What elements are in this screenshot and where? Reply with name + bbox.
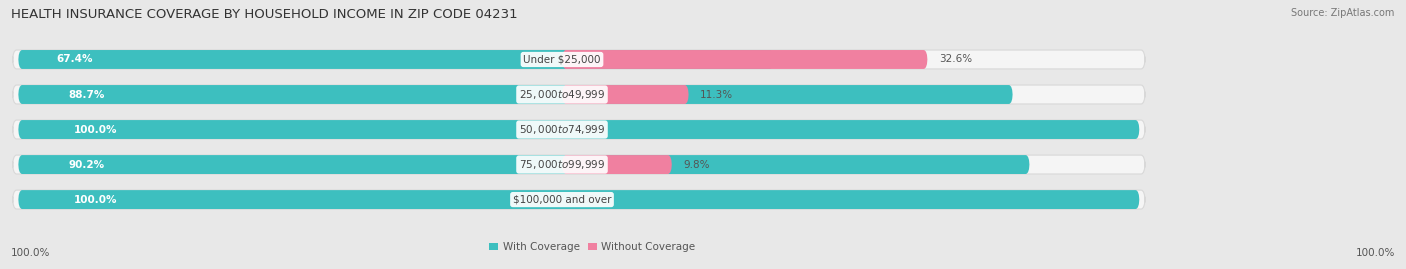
Text: 67.4%: 67.4% (56, 55, 93, 65)
Text: 11.3%: 11.3% (700, 90, 733, 100)
Text: 0.0%: 0.0% (574, 125, 599, 134)
Text: $50,000 to $74,999: $50,000 to $74,999 (519, 123, 605, 136)
Text: Source: ZipAtlas.com: Source: ZipAtlas.com (1291, 8, 1395, 18)
Text: Under $25,000: Under $25,000 (523, 55, 600, 65)
Text: 100.0%: 100.0% (11, 248, 51, 258)
Text: $75,000 to $99,999: $75,000 to $99,999 (519, 158, 605, 171)
Text: 9.8%: 9.8% (683, 160, 710, 169)
FancyBboxPatch shape (18, 85, 1012, 104)
FancyBboxPatch shape (562, 50, 928, 69)
FancyBboxPatch shape (13, 190, 1144, 209)
Text: 100.0%: 100.0% (75, 125, 118, 134)
Text: $100,000 and over: $100,000 and over (513, 194, 612, 204)
FancyBboxPatch shape (13, 85, 1144, 104)
Text: HEALTH INSURANCE COVERAGE BY HOUSEHOLD INCOME IN ZIP CODE 04231: HEALTH INSURANCE COVERAGE BY HOUSEHOLD I… (11, 8, 517, 21)
FancyBboxPatch shape (18, 190, 1139, 209)
FancyBboxPatch shape (18, 50, 773, 69)
FancyBboxPatch shape (13, 50, 1144, 69)
Legend: With Coverage, Without Coverage: With Coverage, Without Coverage (485, 238, 700, 256)
FancyBboxPatch shape (13, 120, 1144, 139)
FancyBboxPatch shape (18, 120, 1139, 139)
FancyBboxPatch shape (562, 155, 672, 174)
Text: 32.6%: 32.6% (939, 55, 972, 65)
Text: 88.7%: 88.7% (67, 90, 104, 100)
Text: 90.2%: 90.2% (69, 160, 105, 169)
FancyBboxPatch shape (562, 85, 689, 104)
Text: $25,000 to $49,999: $25,000 to $49,999 (519, 88, 605, 101)
FancyBboxPatch shape (13, 155, 1144, 174)
Text: 0.0%: 0.0% (574, 194, 599, 204)
Text: 100.0%: 100.0% (75, 194, 118, 204)
FancyBboxPatch shape (18, 155, 1029, 174)
Text: 100.0%: 100.0% (1355, 248, 1395, 258)
